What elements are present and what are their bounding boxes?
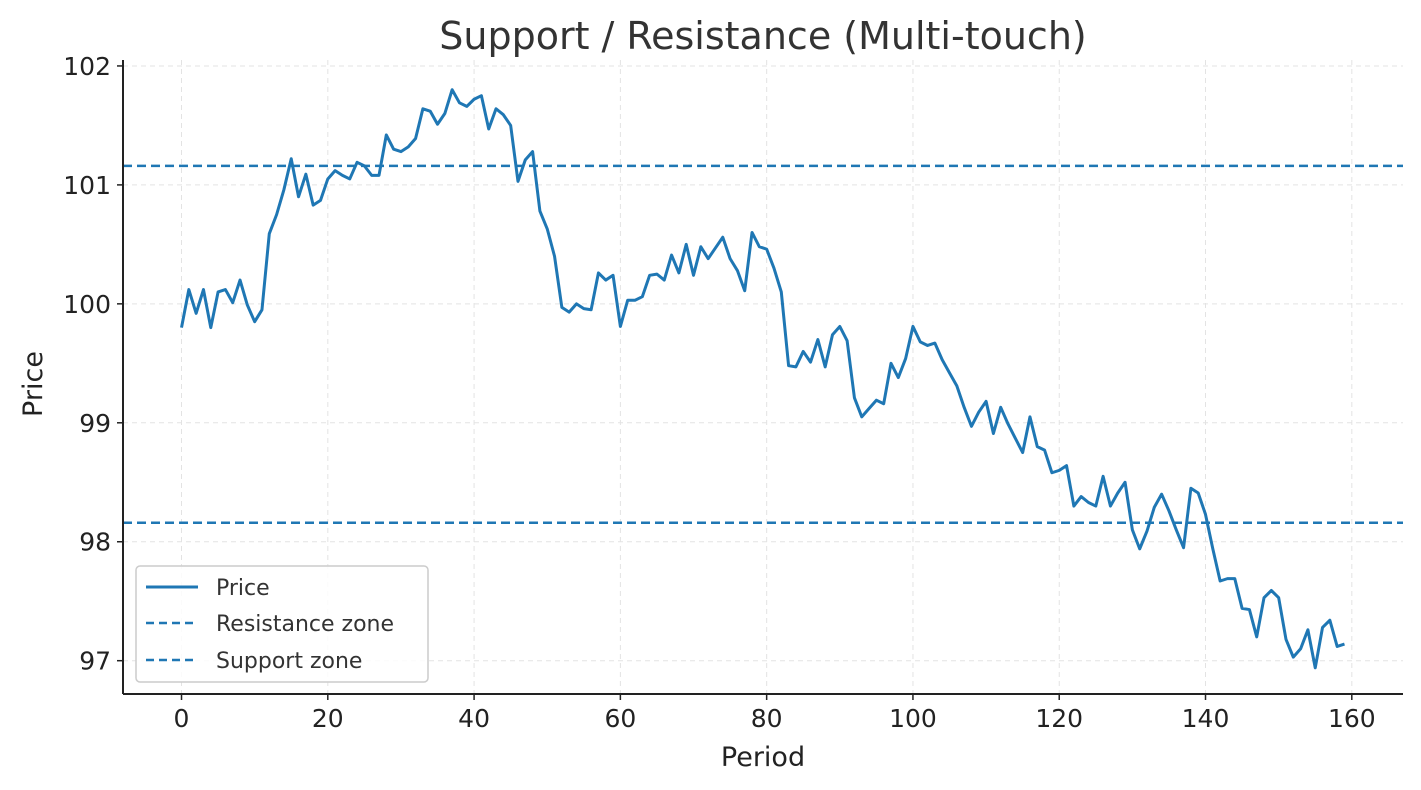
y-tick-label: 99 bbox=[79, 409, 111, 438]
y-tick-label: 102 bbox=[63, 52, 111, 81]
y-tick-label: 98 bbox=[79, 528, 111, 557]
x-ticks: 0 20 40 60 80 100 120 140 160 bbox=[174, 694, 1376, 733]
axes-layer bbox=[122, 60, 1403, 695]
y-ticks: 97 98 99 100 101 102 bbox=[63, 52, 123, 676]
chart-title: Support / Resistance (Multi-touch) bbox=[439, 14, 1086, 58]
zones-layer bbox=[123, 164, 1403, 524]
grid-layer bbox=[123, 60, 1403, 694]
price-line bbox=[180, 88, 1345, 670]
legend-label-support: Support zone bbox=[216, 649, 362, 674]
x-axis-label: Period bbox=[721, 742, 805, 773]
x-tick-label: 140 bbox=[1182, 704, 1230, 733]
legend-label-price: Price bbox=[216, 576, 270, 601]
x-tick-label: 80 bbox=[751, 704, 783, 733]
y-axis-label: Price bbox=[18, 351, 49, 417]
legend-label-resistance: Resistance zone bbox=[216, 612, 394, 637]
x-tick-label: 160 bbox=[1328, 704, 1376, 733]
x-tick-label: 0 bbox=[174, 704, 190, 733]
y-tick-label: 100 bbox=[63, 290, 111, 319]
y-tick-label: 101 bbox=[63, 171, 111, 200]
series-layer bbox=[180, 88, 1345, 670]
legend-box bbox=[135, 565, 429, 683]
x-tick-label: 120 bbox=[1035, 704, 1083, 733]
legend: Price Resistance zone Support zone bbox=[135, 565, 429, 683]
y-tick-label: 97 bbox=[79, 647, 111, 676]
x-tick-label: 20 bbox=[312, 704, 344, 733]
x-tick-label: 40 bbox=[458, 704, 490, 733]
x-tick-label: 60 bbox=[604, 704, 636, 733]
x-tick-label: 100 bbox=[889, 704, 937, 733]
